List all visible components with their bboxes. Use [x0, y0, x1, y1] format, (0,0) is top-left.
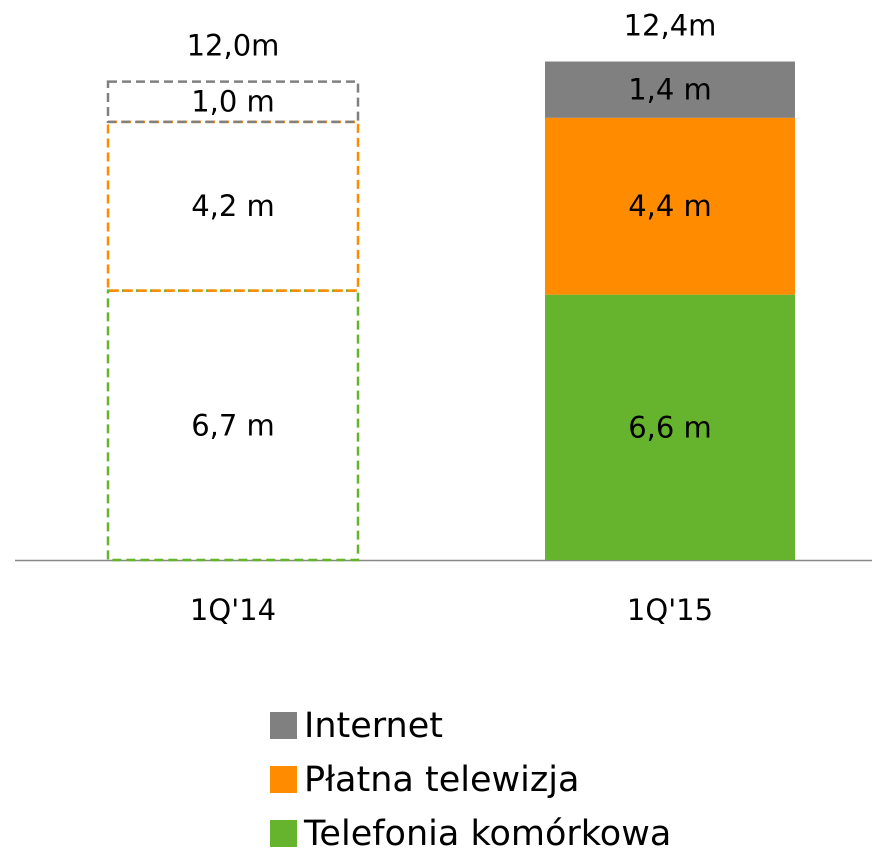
legend-swatch: [270, 820, 297, 847]
x-tick-label: 1Q'15: [627, 593, 713, 627]
value-label: 1,4 m: [628, 73, 712, 107]
legend-label: Płatna telewizja: [304, 760, 579, 800]
legend-label: Internet: [304, 706, 443, 746]
value-label: 6,6 m: [628, 410, 712, 444]
value-label: 4,2 m: [191, 189, 275, 223]
bar-segment: [545, 294, 795, 560]
legend-swatch: [270, 766, 297, 793]
x-tick-label: 1Q'14: [190, 593, 276, 627]
legend-label: Telefonia komórkowa: [303, 814, 671, 854]
value-label: 6,7 m: [191, 408, 275, 442]
bar-segment: [545, 117, 795, 295]
legend-swatch: [270, 712, 297, 739]
total-label: 12,0m: [187, 29, 280, 63]
value-label: 1,0 m: [191, 85, 275, 119]
total-label: 12,4m: [624, 9, 717, 43]
bar-segment: [106, 80, 360, 124]
bar-segment: [545, 61, 795, 118]
value-label: 4,4 m: [628, 189, 712, 223]
bar-segment: [106, 289, 360, 562]
